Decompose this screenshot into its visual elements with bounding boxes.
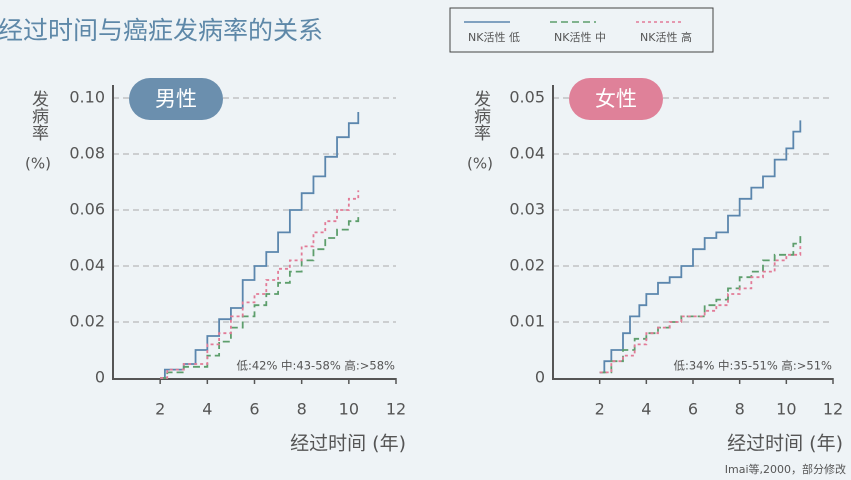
y-tick-label: 0.10 bbox=[69, 88, 105, 107]
badge-label: 男性 bbox=[155, 87, 197, 111]
legend-label: NK活性 高 bbox=[640, 30, 692, 44]
series-line bbox=[599, 232, 802, 374]
x-tick-label: 6 bbox=[249, 400, 259, 419]
legend-label: NK活性 中 bbox=[554, 30, 606, 44]
legend-box bbox=[449, 7, 714, 53]
y-axis-unit: (%) bbox=[467, 155, 493, 173]
series-line bbox=[160, 212, 360, 379]
series-line bbox=[160, 190, 360, 379]
x-tick-label: 10 bbox=[339, 400, 359, 419]
series-line bbox=[599, 120, 802, 374]
badge-label: 女性 bbox=[595, 87, 637, 111]
badge bbox=[129, 78, 223, 120]
title: 经过时间与癌症发病率的关系 bbox=[0, 16, 323, 45]
note: 低:34% 中:35-51% 高:>51% bbox=[673, 359, 832, 373]
y-tick-label: 0.04 bbox=[69, 256, 105, 275]
series-line bbox=[599, 243, 802, 374]
x-tick-label: 12 bbox=[386, 400, 406, 419]
x-tick-label: 10 bbox=[776, 400, 796, 419]
x-axis-label: 经过时间 (年) bbox=[290, 433, 406, 455]
x-tick-label: 2 bbox=[595, 400, 605, 419]
y-tick-label: 0.06 bbox=[69, 200, 105, 219]
y-tick-label: 0.01 bbox=[509, 312, 545, 331]
x-axis-label: 经过时间 (年) bbox=[727, 433, 843, 455]
y-axis-label: 发病率 bbox=[28, 90, 49, 141]
x-tick-label: 2 bbox=[155, 400, 165, 419]
y-tick-label: 0.04 bbox=[509, 144, 545, 163]
y-tick-label: 0.08 bbox=[69, 144, 105, 163]
x-tick-label: 4 bbox=[641, 400, 651, 419]
y-tick-label: 0 bbox=[535, 368, 545, 387]
x-tick-label: 12 bbox=[823, 400, 843, 419]
legend-label: NK活性 低 bbox=[468, 30, 520, 44]
y-axis-label: 发病率 bbox=[470, 90, 491, 141]
y-tick-label: 0.02 bbox=[509, 256, 545, 275]
y-axis-unit: (%) bbox=[25, 155, 51, 173]
y-tick-label: 0.03 bbox=[509, 200, 545, 219]
series-line bbox=[160, 112, 360, 379]
x-tick-label: 8 bbox=[297, 400, 307, 419]
y-tick-label: 0.05 bbox=[509, 88, 545, 107]
y-tick-label: 0.02 bbox=[69, 312, 105, 331]
source: Imai等,2000，部分修改 bbox=[725, 462, 846, 476]
x-tick-label: 6 bbox=[688, 400, 698, 419]
badge bbox=[569, 78, 663, 120]
note: 低:42% 中:43-58% 高:>58% bbox=[236, 359, 395, 373]
x-tick-label: 8 bbox=[735, 400, 745, 419]
y-tick-label: 0 bbox=[95, 368, 105, 387]
x-tick-label: 4 bbox=[202, 400, 212, 419]
